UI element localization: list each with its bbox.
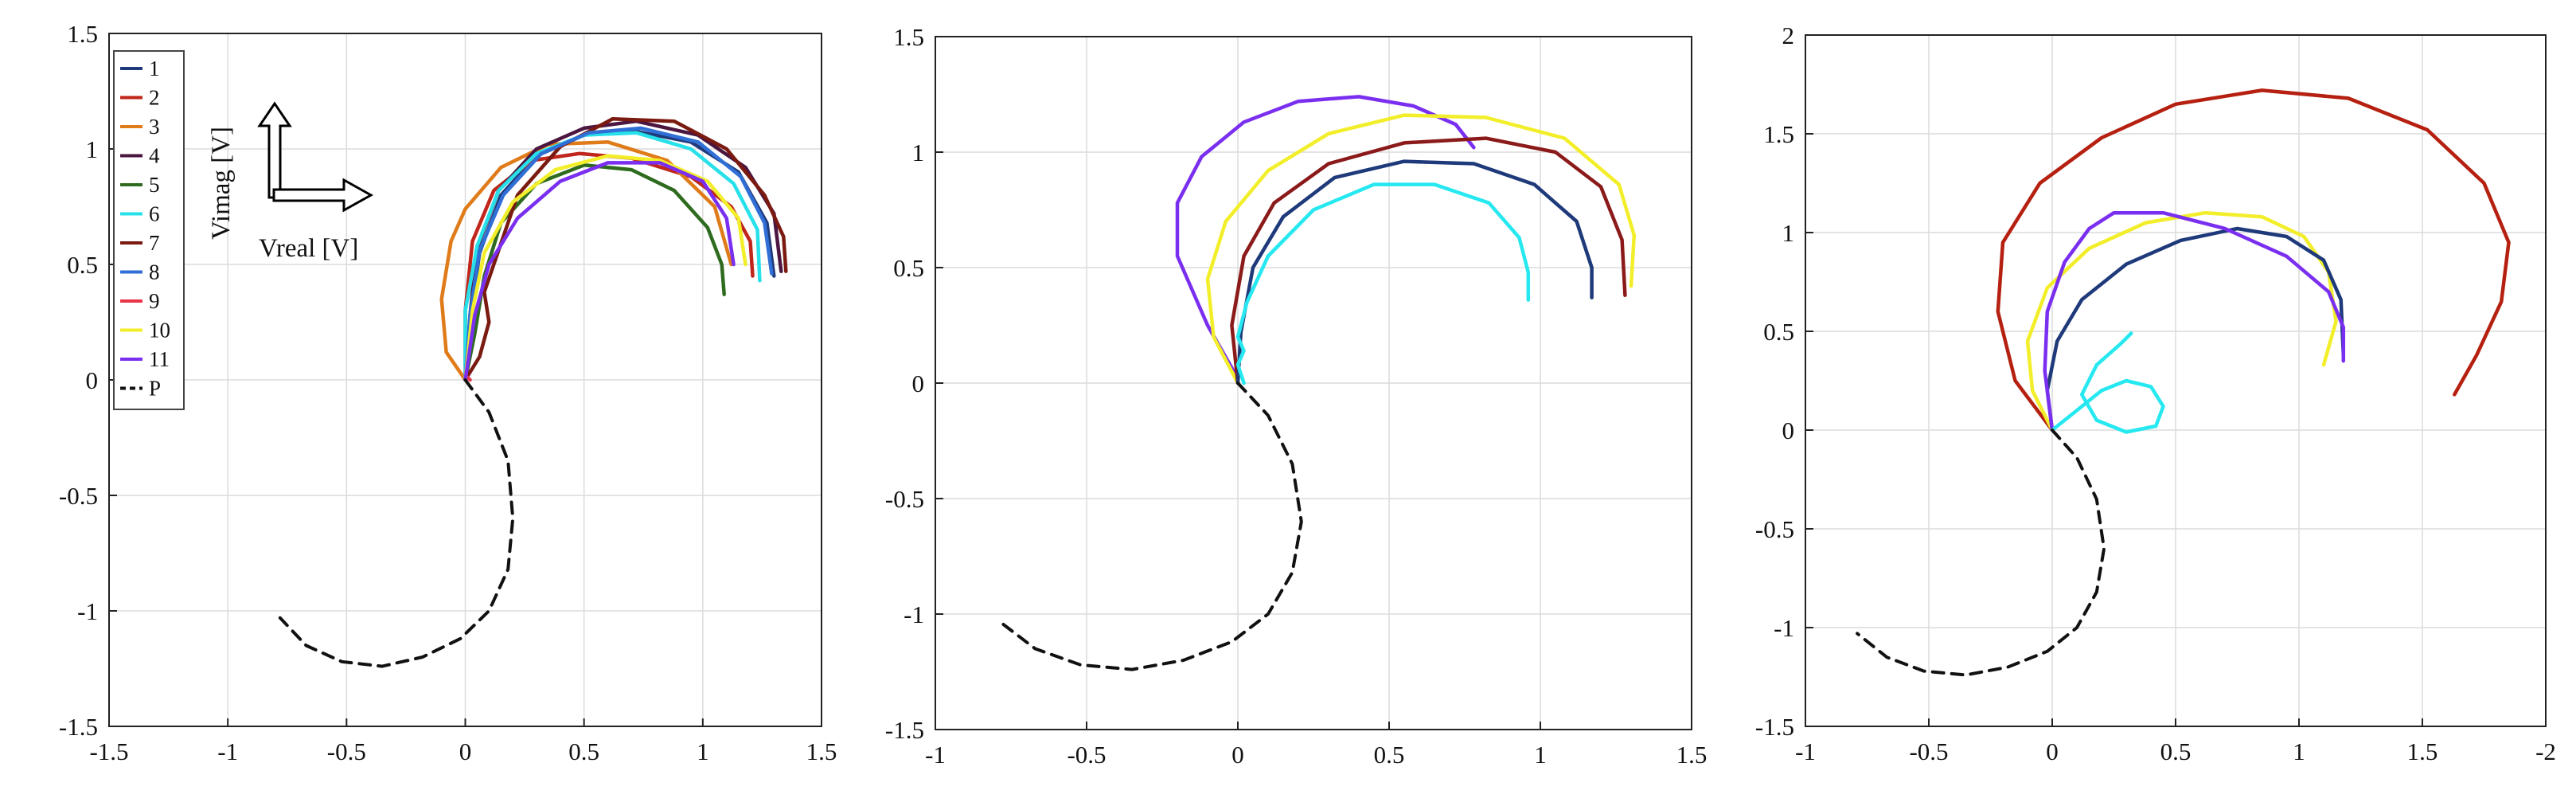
x-tick-label: -0.5 bbox=[1909, 738, 1948, 765]
series-line-2 bbox=[2025, 210, 2338, 432]
chart-panel-1: -1.5 -1 -0.5 0 0.5 1 1.5 1.5 1 0.5 0 -0.5 -1 -1.5 1 2 3 4… bbox=[59, 20, 837, 765]
x-tick-label: -1 bbox=[1795, 738, 1816, 765]
y-tick-label: 0.5 bbox=[67, 251, 98, 279]
legend-label: 4 bbox=[149, 144, 160, 168]
series-line-3 bbox=[1230, 136, 1627, 385]
y-tick-label: 0.5 bbox=[1763, 318, 1794, 346]
x-tick-label: 1.5 bbox=[806, 738, 837, 765]
y-tick-label: 0 bbox=[86, 366, 99, 394]
x-tick-label: -1 bbox=[925, 741, 946, 769]
x-tick-label: -0.5 bbox=[327, 738, 366, 765]
x-tick-label: 1 bbox=[2293, 738, 2305, 765]
legend-label: 8 bbox=[149, 260, 160, 284]
legend-label: 9 bbox=[149, 289, 160, 313]
arrow-right-icon bbox=[272, 178, 374, 213]
y-tick-label: 1 bbox=[86, 135, 99, 163]
x-tick-label: 0.5 bbox=[568, 738, 599, 765]
series-line-3 bbox=[439, 140, 733, 382]
y-tick-label: 1 bbox=[912, 139, 925, 166]
series-line-p bbox=[278, 378, 515, 668]
chart-panel-3: -1 -0.5 0 0.5 1 1.5 -221.510.50-0.5-1-1.5 bbox=[1755, 22, 2556, 765]
arrow-up-icon bbox=[257, 101, 292, 199]
vimag-axis-label: Vimag [V] bbox=[207, 127, 236, 240]
y-tick-label: 0 bbox=[1782, 417, 1795, 444]
y-tick-label: 1.5 bbox=[893, 23, 924, 51]
vreal-axis-label: Vreal [V] bbox=[259, 234, 358, 263]
x-tick-label: 0 bbox=[2046, 738, 2059, 765]
legend-box bbox=[113, 50, 185, 410]
y-tick-label: 2 bbox=[1782, 22, 1795, 49]
y-tick-label: 1 bbox=[1782, 219, 1795, 247]
legend-label: 10 bbox=[149, 319, 170, 342]
y-tick-label: -0.5 bbox=[59, 482, 98, 510]
y-tick-label: -0.5 bbox=[1755, 515, 1794, 543]
legend-label: 5 bbox=[149, 173, 160, 197]
y-tick-label: -1 bbox=[904, 601, 924, 628]
series-line-5 bbox=[1235, 182, 1531, 385]
series-line-5 bbox=[2050, 331, 2165, 434]
legend-label: P bbox=[149, 377, 161, 401]
x-tick-label: -2 bbox=[2535, 738, 2556, 765]
x-tick-label: 1 bbox=[697, 738, 709, 765]
y-tick-label: -1.5 bbox=[1755, 713, 1794, 741]
series-line-11 bbox=[463, 161, 736, 382]
legend-label: 2 bbox=[149, 86, 160, 110]
legend-label: 3 bbox=[149, 115, 160, 139]
x-tick-label: 0.5 bbox=[2160, 738, 2192, 765]
series-line-4 bbox=[2043, 210, 2346, 432]
y-tick-label: -1.5 bbox=[885, 716, 924, 744]
legend-label: 1 bbox=[149, 57, 160, 80]
y-tick-label: -1 bbox=[1774, 614, 1794, 642]
chart-panel-2: -1 -0.5 0 0.5 1 1.51.510.50-0.5-1-1.5 bbox=[885, 23, 1707, 769]
x-tick-label: 0.5 bbox=[1374, 741, 1405, 769]
series-line-6 bbox=[463, 131, 762, 382]
y-tick-label: 1.5 bbox=[1763, 120, 1794, 148]
y-tick-label: -0.5 bbox=[885, 485, 924, 513]
y-tick-label: -1.5 bbox=[59, 713, 98, 741]
y-tick-label: 1.5 bbox=[67, 20, 98, 48]
legend: 1 2 3 4 5 6 7 8 9 10 11 P bbox=[113, 50, 185, 410]
series-line-4 bbox=[1235, 159, 1594, 385]
y-tick-label: 0.5 bbox=[893, 254, 924, 282]
series-line-1 bbox=[1175, 95, 1476, 381]
x-tick-label: 1.5 bbox=[2407, 738, 2438, 765]
x-tick-label: -0.5 bbox=[1067, 741, 1106, 769]
legend-label: 6 bbox=[149, 202, 160, 226]
series-line-6 bbox=[1856, 428, 2106, 677]
legend-label: 7 bbox=[149, 231, 160, 255]
series-line-10 bbox=[463, 154, 747, 382]
x-tick-label: 0 bbox=[459, 738, 472, 765]
x-tick-label: -1.5 bbox=[89, 738, 128, 765]
series-line-2 bbox=[1205, 113, 1637, 385]
series-line-3 bbox=[2045, 226, 2346, 432]
y-tick-label: -1 bbox=[77, 597, 98, 625]
legend-label: 11 bbox=[149, 347, 170, 371]
x-tick-label: 1.5 bbox=[1676, 741, 1708, 769]
series-line-8 bbox=[463, 126, 774, 382]
x-tick-label: -1 bbox=[217, 738, 238, 765]
y-tick-label: 0 bbox=[912, 370, 925, 397]
axis-direction-inset: Vimag [V] Vreal [V] bbox=[207, 101, 374, 263]
series-line-6 bbox=[997, 381, 1303, 671]
x-tick-label: 0 bbox=[1231, 741, 1244, 769]
x-tick-label: 1 bbox=[1534, 741, 1547, 769]
series-line-1 bbox=[1996, 88, 2511, 432]
